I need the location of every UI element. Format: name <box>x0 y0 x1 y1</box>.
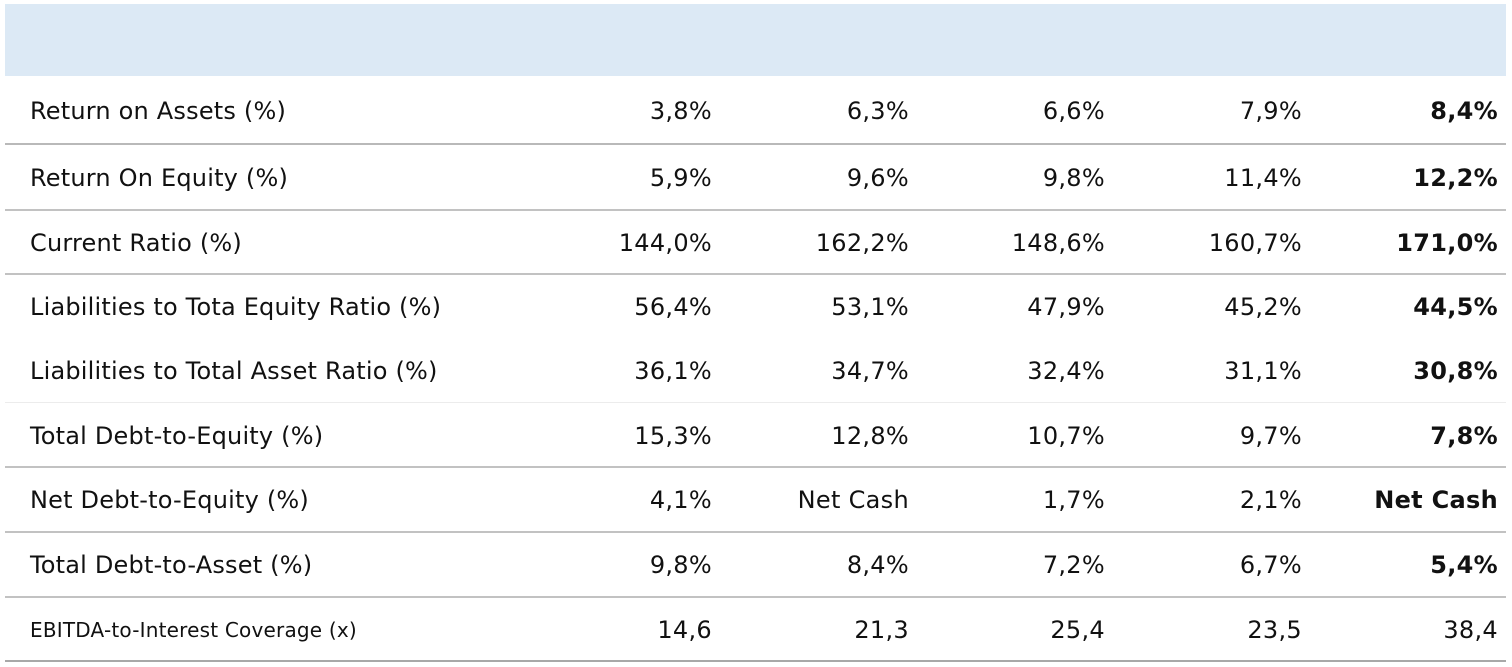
cell-value: 15,3% <box>634 421 712 450</box>
cell-value: 10,7% <box>1027 421 1105 450</box>
table-row: Liabilities to Total Asset Ratio (%) 36,… <box>5 338 1506 403</box>
row-label: Current Ratio (%) <box>30 228 242 257</box>
table-row: Return on Assets (%) 3,8% 6,3% 6,6% 7,9%… <box>5 78 1506 143</box>
cell-value-highlight: 171,0% <box>1396 228 1498 257</box>
cell-value: 47,9% <box>1027 292 1105 321</box>
row-divider <box>5 466 1506 468</box>
row-divider <box>5 531 1506 533</box>
cell-value-highlight: 8,4% <box>1430 96 1498 125</box>
table-row: Net Debt-to-Equity (%) 4,1% Net Cash 1,7… <box>5 467 1506 532</box>
row-label: Liabilities to Total Asset Ratio (%) <box>30 356 438 385</box>
cell-value-highlight: 30,8% <box>1413 356 1498 385</box>
cell-value: Net Cash <box>797 485 909 514</box>
cell-value: 2,1% <box>1239 485 1302 514</box>
cell-value-highlight: 5,4% <box>1430 550 1498 579</box>
cell-value: 9,6% <box>846 163 909 192</box>
cell-value: 56,4% <box>634 292 712 321</box>
cell-value: 31,1% <box>1224 356 1302 385</box>
row-label: Net Debt-to-Equity (%) <box>30 485 309 514</box>
cell-value: 5,9% <box>649 163 712 192</box>
cell-value: 148,6% <box>1011 228 1105 257</box>
cell-value: 45,2% <box>1224 292 1302 321</box>
cell-value: 21,3 <box>854 615 909 644</box>
cell-value: 162,2% <box>815 228 909 257</box>
cell-value: 8,4% <box>846 550 909 579</box>
row-label: Return on Assets (%) <box>30 96 287 125</box>
cell-value: 14,6 <box>657 615 712 644</box>
row-divider <box>5 596 1506 598</box>
row-label: Return On Equity (%) <box>30 163 289 192</box>
cell-value: 53,1% <box>831 292 909 321</box>
cell-value: 9,8% <box>649 550 712 579</box>
row-label: Total Debt-to-Asset (%) <box>30 550 313 579</box>
table-row: Total Debt-to-Equity (%) 15,3% 12,8% 10,… <box>5 403 1506 468</box>
cell-value: 7,2% <box>1042 550 1105 579</box>
row-label: Total Debt-to-Equity (%) <box>30 421 324 450</box>
cell-value: 34,7% <box>831 356 909 385</box>
cell-value-highlight: 44,5% <box>1413 292 1498 321</box>
row-divider <box>5 273 1506 275</box>
cell-value-highlight: Net Cash <box>1374 485 1498 514</box>
cell-value: 3,8% <box>649 96 712 125</box>
cell-value: 23,5 <box>1247 615 1302 644</box>
table-row: Return On Equity (%) 5,9% 9,6% 9,8% 11,4… <box>5 145 1506 210</box>
cell-value: 36,1% <box>634 356 712 385</box>
cell-value: 7,9% <box>1239 96 1302 125</box>
cell-value: 32,4% <box>1027 356 1105 385</box>
cell-value: 6,7% <box>1239 550 1302 579</box>
table-header-band <box>5 4 1506 76</box>
cell-value: 11,4% <box>1224 163 1302 192</box>
row-label: Liabilities to Tota Equity Ratio (%) <box>30 292 442 321</box>
cell-value-highlight: 7,8% <box>1430 421 1498 450</box>
cell-value: 1,7% <box>1042 485 1105 514</box>
table-row: Current Ratio (%) 144,0% 162,2% 148,6% 1… <box>5 210 1506 275</box>
cell-value: 144,0% <box>618 228 712 257</box>
row-divider <box>5 143 1506 145</box>
cell-value: 9,8% <box>1042 163 1105 192</box>
cell-value-highlight: 12,2% <box>1413 163 1498 192</box>
cell-value: 6,3% <box>846 96 909 125</box>
cell-value: 25,4 <box>1050 615 1105 644</box>
cell-value: 6,6% <box>1042 96 1105 125</box>
table-row: Total Debt-to-Asset (%) 9,8% 8,4% 7,2% 6… <box>5 532 1506 597</box>
cell-value: 12,8% <box>831 421 909 450</box>
cell-value: 160,7% <box>1208 228 1302 257</box>
row-divider <box>5 402 1506 403</box>
cell-value-highlight: 38,4 <box>1443 615 1498 644</box>
table-row: EBITDA-to-Interest Coverage (x) 14,6 21,… <box>5 597 1506 662</box>
row-divider <box>5 209 1506 211</box>
table-row: Liabilities to Tota Equity Ratio (%) 56,… <box>5 274 1506 339</box>
row-label: EBITDA-to-Interest Coverage (x) <box>30 617 357 642</box>
cell-value: 4,1% <box>649 485 712 514</box>
table-bottom-border <box>5 660 1506 662</box>
cell-value: 9,7% <box>1239 421 1302 450</box>
